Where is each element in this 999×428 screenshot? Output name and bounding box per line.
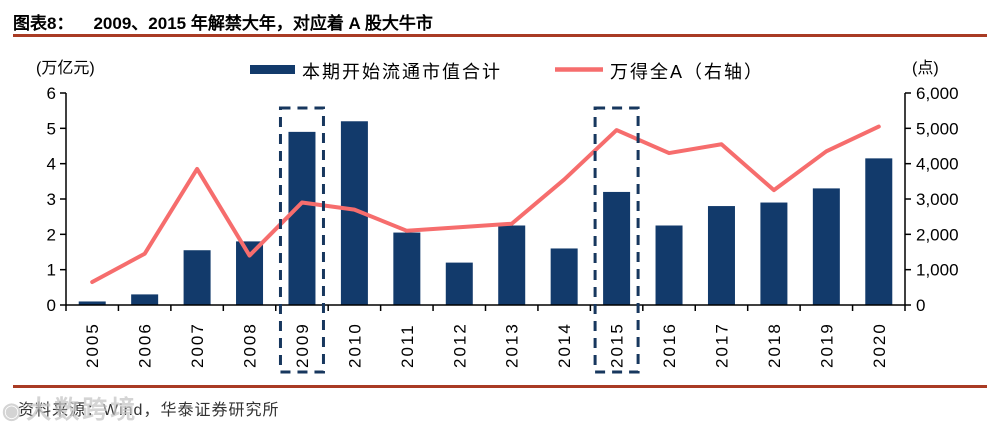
x-category-label-2006: 2006 xyxy=(136,322,155,368)
x-category-label-2015: 2015 xyxy=(608,322,627,368)
left-axis-tick-label: 4 xyxy=(47,155,56,174)
bar-series-swatch-icon xyxy=(250,65,295,74)
right-axis-tick-label: 5,000 xyxy=(916,119,959,138)
right-axis-tick-label: 6,000 xyxy=(916,84,959,103)
bar-2016 xyxy=(655,225,683,305)
x-category-label-2016: 2016 xyxy=(660,322,679,368)
bar-2007 xyxy=(183,250,211,305)
left-axis-tick-label: 2 xyxy=(47,225,56,244)
left-axis-tick-label: 0 xyxy=(47,296,56,315)
watermark-logo-icon: ◉ xyxy=(2,398,25,423)
figure-number-label: 图表8： xyxy=(13,14,74,33)
x-category-label-2009: 2009 xyxy=(293,322,312,368)
left-axis-unit-label: (万亿元) xyxy=(36,59,95,77)
x-category-label-2013: 2013 xyxy=(503,322,522,368)
bar-2018 xyxy=(760,202,788,305)
highlight-box-2009 xyxy=(278,106,325,374)
x-category-label-2020: 2020 xyxy=(870,322,889,368)
trend-line xyxy=(90,124,881,285)
footer-divider-rule xyxy=(13,385,987,388)
bar-2005 xyxy=(78,301,106,305)
bar-2006 xyxy=(131,294,159,305)
right-axis-tick-label: 2,000 xyxy=(916,225,959,244)
bar-2009 xyxy=(288,131,316,305)
right-axis-unit-label: (点) xyxy=(912,59,939,77)
x-category-label-2005: 2005 xyxy=(83,322,102,368)
left-axis-tick-label: 1 xyxy=(47,261,56,280)
page-title: 图表8： 2009、2015 年解禁大年，对应着 A 股大牛市 xyxy=(13,9,988,34)
x-category-label-2017: 2017 xyxy=(712,322,731,368)
bar-2011 xyxy=(393,232,421,305)
bar-2012 xyxy=(445,262,473,305)
left-axis-tick-label: 6 xyxy=(47,84,56,103)
left-axis-tick-label: 3 xyxy=(47,190,56,209)
x-category-label-2011: 2011 xyxy=(398,323,417,368)
bar-2017 xyxy=(707,206,735,305)
bar-series-legend-label: 本期开始流通市值合计 xyxy=(302,62,502,82)
line-series-legend-label: 万得全A（右轴） xyxy=(610,62,764,82)
x-category-label-2018: 2018 xyxy=(765,322,784,368)
figure-title-text: 2009、2015 年解禁大年，对应着 A 股大牛市 xyxy=(93,14,433,33)
bar-2013 xyxy=(498,225,526,305)
x-category-label-2012: 2012 xyxy=(450,322,469,368)
bar-2019 xyxy=(812,188,840,305)
x-category-label-2007: 2007 xyxy=(188,322,207,368)
chart-legend: 本期开始流通市值合计 万得全A（右轴） xyxy=(250,62,764,82)
right-axis-tick-label: 1,000 xyxy=(916,261,959,280)
plot-area: 0 1 2 3 4 5 6 0 1,000 2,000 3,000 4,000 5,000 6,000 20… xyxy=(47,84,959,374)
bar-2008 xyxy=(236,241,264,305)
bar-2014 xyxy=(550,248,578,305)
bar-2020 xyxy=(865,158,893,305)
x-category-label-2008: 2008 xyxy=(241,322,260,368)
right-axis-tick-label: 3,000 xyxy=(916,190,959,209)
left-axis-tick-label: 5 xyxy=(47,119,56,138)
right-axis-tick-label: 0 xyxy=(916,296,925,315)
x-category-label-2014: 2014 xyxy=(555,322,574,368)
right-axis-tick-label: 4,000 xyxy=(916,155,959,174)
watermark-text: 大数跨境 xyxy=(26,396,139,424)
x-category-label-2019: 2019 xyxy=(817,322,836,368)
watermark: ◉大数跨境 xyxy=(2,390,138,426)
title-divider-rule xyxy=(13,34,987,37)
highlight-box-2015 xyxy=(593,106,640,374)
source-note: 资料来源：Wind，华泰证券研究所 xyxy=(18,402,280,419)
bar-2015 xyxy=(603,191,631,305)
x-category-label-2010: 2010 xyxy=(345,322,364,368)
